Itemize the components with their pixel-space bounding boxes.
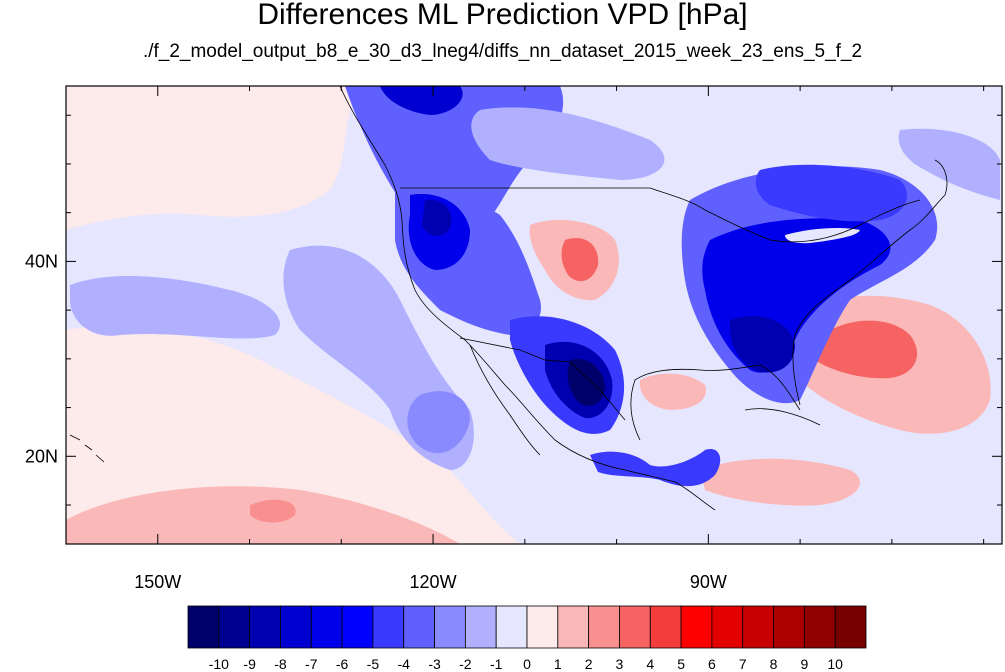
colorbar-label: 5 [677,656,685,672]
colorbar-swatch [464,605,497,649]
colorbar-swatch [187,605,220,649]
colorbar-label: 10 [827,656,843,672]
colorbar-label: -5 [367,656,380,672]
colorbar-label: 2 [585,656,593,672]
colorbar-swatch [249,605,281,649]
colorbar-label: -8 [274,656,287,672]
colorbar-label: -7 [305,656,318,672]
field-blue-northwest-core [380,86,463,115]
map-ticks [65,86,1002,544]
field-pink-gulf [639,373,706,410]
colorbar-label: -9 [243,656,256,672]
colorbar-label: 9 [800,656,808,672]
coastlines [69,86,948,511]
field-pink-northeast-pacific [66,86,360,230]
y-tick-label: 20N [25,446,58,466]
colorbar-swatch [773,605,805,649]
field-blue-east-us-darker [729,316,795,373]
colorbar-label: 7 [739,656,747,672]
colorbar-label: 0 [523,656,531,672]
colorbar-label: -1 [490,656,503,672]
colorbar-swatch [742,605,774,649]
hawaii-islands [69,434,105,463]
field-white-great-lakes-streak [785,227,860,244]
colorbar-swatch [403,605,435,649]
field-pink-tropical-core [250,499,296,523]
x-tick-label: 150W [134,572,181,592]
colorbar-swatch [711,605,744,649]
colorbar-labels: -10 -9 -8 -7 -6 -5 -4 -3 -2 -1 0 1 2 3 4 5 6 7 8 9 10 [209,656,843,672]
colorbar-swatch [372,605,405,649]
cuba-line [744,408,821,426]
colorbar-label: 4 [646,656,654,672]
colorbar-label: 1 [554,656,562,672]
colorbar-label: -10 [209,656,229,672]
colorbar-swatch [834,605,867,649]
colorbar-label: -3 [428,656,441,672]
colorbar [187,605,867,649]
colorbar-swatch [526,605,559,649]
field-blue-central-america [590,449,721,487]
colorbar-swatch [310,605,343,649]
colorbar-swatch [280,605,312,649]
colorbar-swatch [619,605,651,649]
field-blue-pacific-west [70,275,280,339]
colorbar-swatch [218,605,251,649]
baja-line [469,344,541,456]
map-title: Differences ML Prediction VPD [hPa] [257,0,748,31]
field-blue-labrador [898,128,1000,200]
field-blue-canada-light [471,107,665,180]
colorbar-swatch [495,605,528,649]
us-mexico-border [459,337,626,421]
y-tick-label: 40N [25,251,58,271]
colorbar-label: 6 [708,656,716,672]
field-blue-west-us-darker [422,199,452,236]
field-red-atlantic-core [815,320,918,379]
gulf-coast-line [630,364,801,441]
colorbar-swatch [588,605,620,649]
map-frame [65,85,1003,545]
map-field [66,86,1002,544]
field-red-plains-core [561,237,599,282]
field-blue-pacific-core [407,391,470,454]
colorbar-swatch [803,605,836,649]
colorbar-swatch [557,605,590,649]
x-tick-label: 90W [690,572,727,592]
colorbar-swatch [434,605,466,649]
west-coast-line [339,86,716,511]
colorbar-swatch [649,605,682,649]
field-blue-mexico-darkest [567,359,605,406]
colorbar-swatch [680,605,713,649]
us-canada-border [400,187,921,243]
east-coast-line [792,159,948,406]
map-subtitle: ./f_2_model_output_b8_e_30_d3_lneg4/diff… [142,41,863,62]
colorbar-label: -2 [459,656,472,672]
colorbar-swatch [341,605,374,649]
map-tick-labels: 150W 120W 90W 40N 20N [25,251,727,592]
colorbar-label: 8 [770,656,778,672]
x-tick-label: 120W [410,572,457,592]
colorbar-label: 3 [616,656,624,672]
field-pink-caribbean [700,458,860,506]
colorbar-label: -4 [398,656,411,672]
field-blue-canada-east [755,164,908,222]
colorbar-label: -6 [336,656,349,672]
